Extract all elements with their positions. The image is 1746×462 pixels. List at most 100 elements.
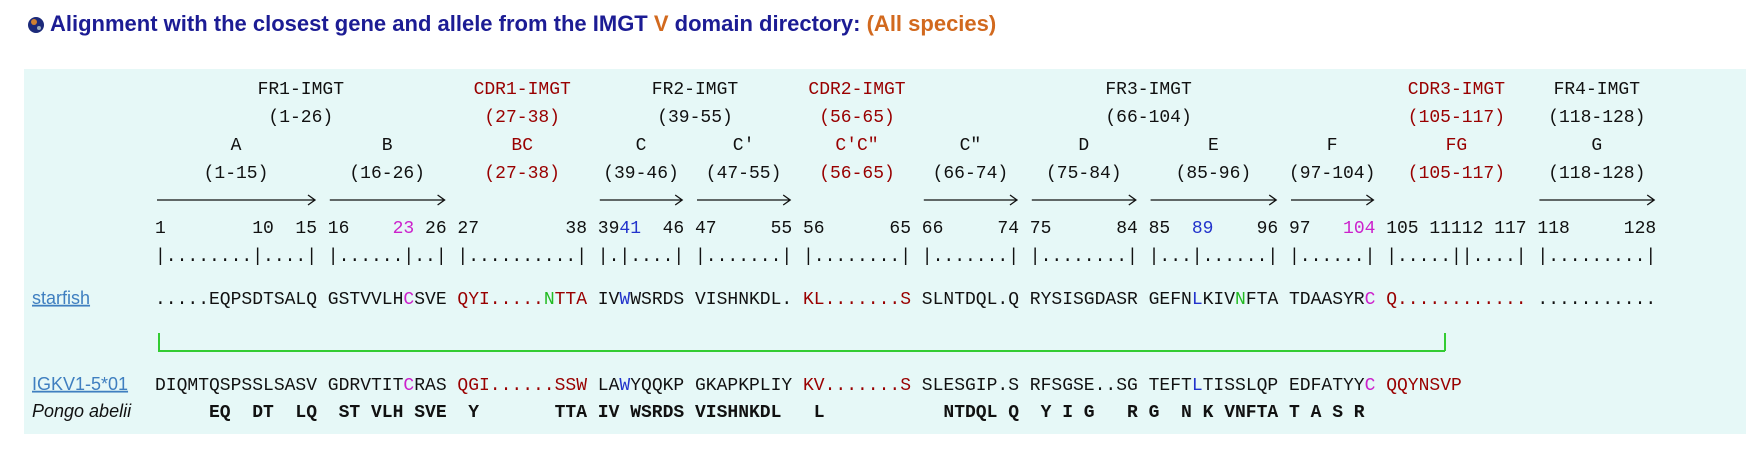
text-run: SVE (414, 290, 446, 310)
text-run: 41 (619, 219, 641, 239)
position-numbers: 27 38 (457, 219, 587, 239)
segment-name: C'C" (835, 136, 878, 156)
sequence-segment: RFSGSE..SG (1030, 376, 1138, 396)
segment-name: F (1327, 136, 1338, 156)
text-run: GKAPKPLIY (695, 376, 792, 396)
segment-name: B (382, 136, 393, 156)
position-numbers: 3941 46 (598, 219, 684, 239)
sequence-segment: Q............ (1386, 290, 1526, 310)
sequence-segment: Y TTA (457, 403, 587, 423)
text-run: TDAASYR (1289, 290, 1365, 310)
segment-name: A (231, 136, 242, 156)
strand-arrow (1150, 194, 1278, 206)
text-run: QYI..... (457, 290, 543, 310)
segment-range: (97-104) (1289, 164, 1375, 184)
sequence-segment: .....EQPSDTSALQ (155, 290, 317, 310)
sequence-segment: KV.......S (803, 376, 911, 396)
sequence-link[interactable]: starfish (32, 288, 90, 308)
text-run: T A S R (1289, 403, 1365, 423)
position-ruler: |..........| (457, 247, 587, 267)
text-run: YQQKP (630, 376, 684, 396)
sequence-segment: QYI.....NTTA (457, 290, 587, 310)
position-numbers: 85 89 96 (1149, 219, 1279, 239)
text-run: GDRVTIT (328, 376, 404, 396)
sequence-segment: TDAASYRC (1289, 290, 1376, 310)
text-run: KIV (1203, 290, 1236, 310)
sequence-segment: QQYNSVP (1386, 376, 1462, 396)
position-ruler: |.........| (1537, 247, 1656, 267)
text-run: 47 55 (695, 219, 792, 239)
strand-arrow (599, 194, 684, 206)
text-run: 23 (393, 219, 415, 239)
sequence-segment: DIQMTQSPSSLSASV (155, 376, 317, 396)
region-name: FR4-IMGT (1554, 80, 1641, 100)
text-run: C (1365, 376, 1376, 396)
text-run: EDFATYY (1289, 376, 1365, 396)
text-run: ST VLH SVE (328, 403, 447, 423)
region-range: (56-65) (819, 108, 895, 128)
sequence-segment: ........... (1537, 290, 1656, 310)
region-name: CDR2-IMGT (808, 80, 905, 100)
sequence-segment: EDFATYYC (1289, 376, 1376, 396)
region-range: (118-128) (1548, 108, 1645, 128)
sequence-segment: RYSISGDASR (1030, 290, 1138, 310)
title-icon (28, 17, 44, 33)
position-ruler: |......| (1289, 247, 1375, 267)
text-run: TEFT (1149, 376, 1192, 396)
position-numbers: 105 11112 117 (1386, 219, 1526, 239)
position-ruler: |........|....| (155, 247, 317, 267)
region-range: (66-104) (1105, 108, 1191, 128)
segment-range: (39-46) (603, 164, 679, 184)
segment-name: C (636, 136, 647, 156)
text-run: 66 74 (922, 219, 1019, 239)
text-run: 97 (1289, 219, 1343, 239)
text-run: 27 38 (457, 219, 587, 239)
region-name: FR2-IMGT (652, 80, 739, 100)
region-name: FR1-IMGT (258, 80, 345, 100)
segment-range: (85-96) (1176, 164, 1252, 184)
text-run: 39 (598, 219, 620, 239)
sequence-segment: SLESGIP.S (922, 376, 1019, 396)
text-run: RFSGSE..SG (1030, 376, 1138, 396)
text-run: V (654, 11, 669, 36)
segment-range: (1-15) (204, 164, 269, 184)
position-ruler: |.......| (695, 247, 792, 267)
text-run: N (1235, 290, 1246, 310)
text-run: WSRDS (630, 290, 684, 310)
segment-name: C" (960, 136, 982, 156)
text-run: .....EQPSDTSALQ (155, 290, 317, 310)
position-ruler: |.....||....| (1386, 247, 1526, 267)
text-run: TISSLQP (1203, 376, 1279, 396)
text-run: DIQMTQSPSSLSASV (155, 376, 317, 396)
text-run: QQYNSVP (1386, 376, 1462, 396)
text-run: Y I G R (1030, 403, 1138, 423)
position-numbers: 1 10 15 (155, 219, 317, 239)
text-run: 1 10 15 (155, 219, 317, 239)
text-run: 89 (1192, 219, 1214, 239)
text-run: L (1192, 376, 1203, 396)
position-ruler: |........| (1030, 247, 1138, 267)
text-run: LA (598, 376, 620, 396)
sequence-segment: IVWWSRDS (598, 290, 684, 310)
sequence-link[interactable]: IGKV1-5*01 (32, 374, 128, 394)
segment-name: C' (733, 136, 755, 156)
text-run: KL.......S (803, 290, 911, 310)
text-run: domain directory: (669, 11, 867, 36)
text-run: 104 (1343, 219, 1375, 239)
segment-range: (56-65) (819, 164, 895, 184)
text-run: C (403, 290, 414, 310)
text-run: VISHNKDL. (695, 290, 792, 310)
text-run: G N K VNFTA (1149, 403, 1279, 423)
text-run: 26 (414, 219, 446, 239)
sequence-segment: KL.......S (803, 290, 911, 310)
text-run: W (619, 376, 630, 396)
position-ruler: |.|....| (598, 247, 684, 267)
position-ruler: |...|......| (1149, 247, 1279, 267)
strand-arrow (1539, 194, 1656, 206)
region-range: (27-38) (484, 108, 560, 128)
text-run: 105 11112 117 (1386, 219, 1526, 239)
text-run: SLESGIP.S (922, 376, 1019, 396)
position-numbers: 66 74 (922, 219, 1019, 239)
region-name: CDR3-IMGT (1408, 80, 1505, 100)
segment-range: (66-74) (933, 164, 1009, 184)
